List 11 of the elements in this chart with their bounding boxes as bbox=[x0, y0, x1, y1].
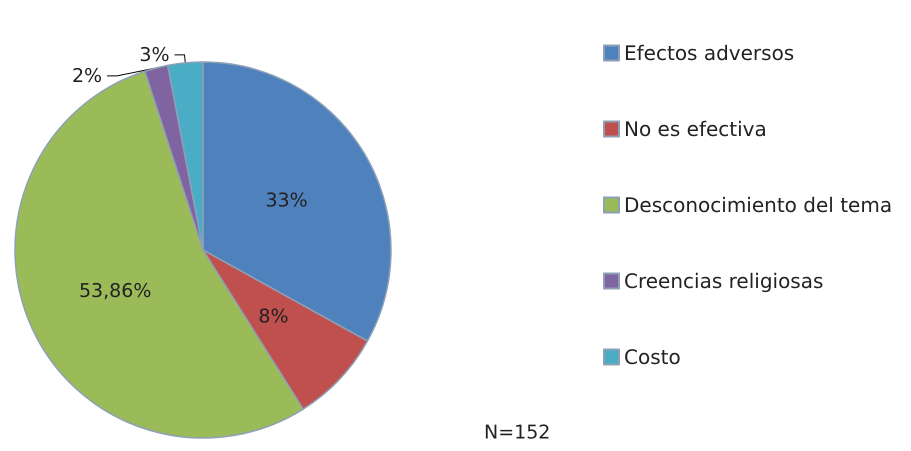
legend-label: Efectos adversos bbox=[624, 41, 794, 65]
data-label: 2% bbox=[72, 64, 102, 87]
data-label: 3% bbox=[139, 44, 170, 66]
data-label: 33% bbox=[265, 190, 308, 212]
legend-label: No es efectiva bbox=[624, 117, 767, 141]
legend-label: Desconocimiento del tema bbox=[624, 193, 892, 217]
data-label: 53,86% bbox=[78, 280, 152, 302]
legend-label: Creencias religiosas bbox=[624, 269, 824, 293]
data-label: 8% bbox=[258, 306, 289, 328]
text: N=152 bbox=[484, 422, 550, 444]
legend-label: Costo bbox=[624, 345, 681, 369]
